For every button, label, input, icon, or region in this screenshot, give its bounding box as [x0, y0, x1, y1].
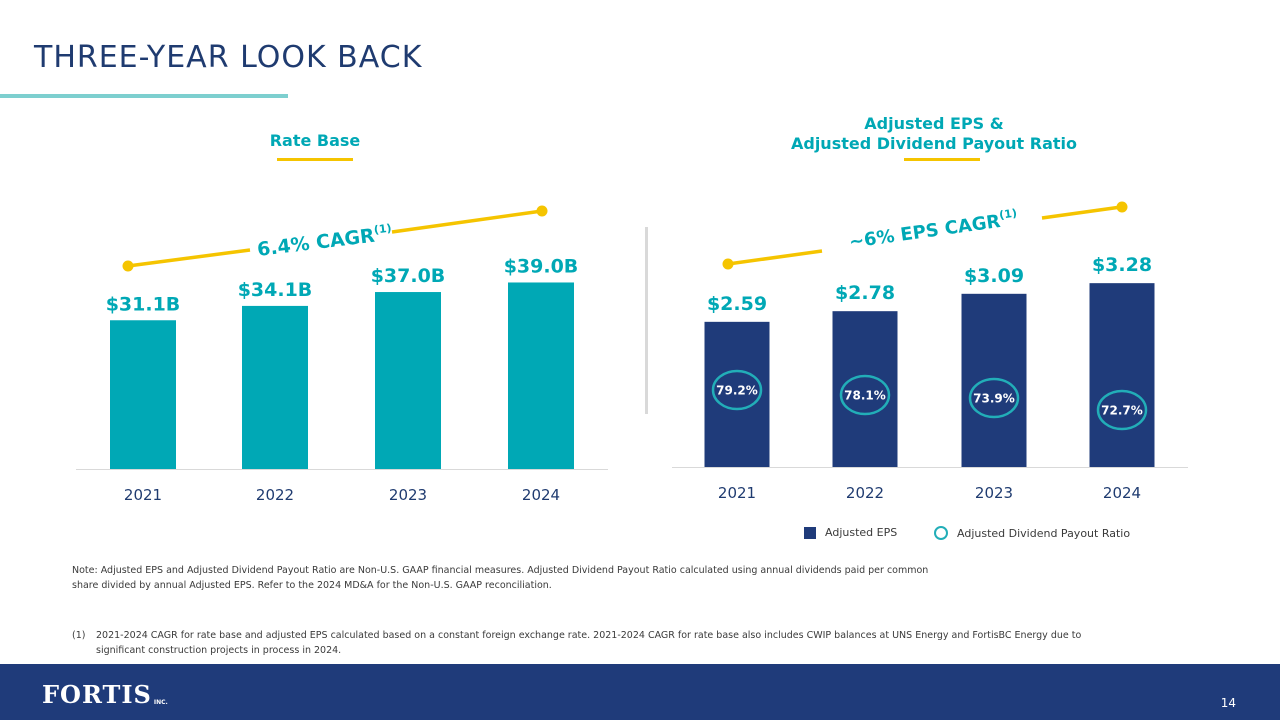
eps-cagr-line-left — [727, 249, 823, 266]
note-text: Note: Adjusted EPS and Adjusted Dividend… — [72, 565, 929, 591]
eps-title-underline — [904, 158, 980, 161]
rate-base-value-label: $34.1B — [238, 279, 313, 301]
legend-eps: Adjusted EPS — [804, 526, 897, 539]
rate-base-bar-2021 — [110, 320, 176, 469]
eps-tick-label: 2023 — [975, 484, 1013, 502]
rate-base-cagr-start-dot — [122, 260, 134, 272]
payout-ratio-ring — [839, 374, 891, 416]
legend-eps-swatch — [804, 526, 816, 539]
payout-ratio-label: 79.2% — [716, 384, 758, 398]
rate-base-value-label: $37.0B — [371, 265, 446, 287]
eps-value-label: $3.28 — [1092, 254, 1152, 276]
legend-eps-label: Adjusted EPS — [825, 526, 898, 539]
page-number: 14 — [1220, 696, 1236, 710]
rate-base-tick-label: 2022 — [256, 486, 294, 504]
rate-base-value-label: $31.1B — [106, 293, 181, 315]
payout-ratio-label: 72.7% — [1101, 404, 1143, 418]
chart-divider — [645, 227, 648, 414]
rate-base-title-underline — [277, 158, 353, 161]
payout-ratio-label: 73.9% — [973, 392, 1015, 406]
rate-base-bar-2024 — [508, 282, 574, 469]
eps-tick-label: 2021 — [718, 484, 756, 502]
rate-base-cagr-superscript: (1) — [373, 222, 392, 237]
eps-chart-title-line1: Adjusted EPS & — [864, 114, 1004, 133]
rate-base-cagr-label: 6.4% CAGR(1) — [256, 222, 394, 261]
legend-payout: Adjusted Dividend Payout Ratio — [934, 526, 1130, 540]
rate-base-cagr-line-left — [127, 248, 251, 268]
payout-ratio-ring — [1096, 389, 1148, 431]
eps-cagr-start-dot — [722, 258, 734, 270]
eps-cagr-superscript: (1) — [998, 206, 1017, 221]
eps-cagr-end-dot — [1116, 201, 1128, 213]
eps-chart-title: Adjusted EPS & Adjusted Dividend Payout … — [734, 114, 1134, 154]
footnote-text: 2021-2024 CAGR for rate base and adjuste… — [96, 630, 1082, 656]
rate-base-tick-label: 2024 — [522, 486, 560, 504]
eps-cagr-line-right — [1041, 205, 1122, 220]
eps-tick-label: 2022 — [846, 484, 884, 502]
eps-value-label: $2.78 — [835, 282, 895, 304]
logo-inc: INC. — [153, 699, 168, 706]
rate-base-bar-2023 — [375, 292, 441, 469]
title-rule — [0, 94, 288, 98]
eps-chart-title-line2: Adjusted Dividend Payout Ratio — [790, 134, 1078, 153]
eps-bar-2023 — [961, 293, 1027, 467]
footnote: (1) 2021-2024 CAGR for rate base and adj… — [72, 628, 1112, 658]
legend-payout-label: Adjusted Dividend Payout Ratio — [957, 526, 1131, 540]
legend-payout-ring — [934, 526, 948, 540]
eps-value-label: $2.59 — [707, 293, 767, 315]
footnote-mark: (1) — [72, 630, 86, 641]
eps-bar-2024 — [1089, 283, 1155, 467]
fortis-logo: FORTIS INC. — [42, 680, 168, 709]
eps-tick-label: 2024 — [1103, 484, 1141, 502]
payout-ratio-ring — [968, 377, 1020, 419]
rate-base-cagr-end-dot — [536, 205, 548, 217]
rate-base-tick-label: 2023 — [389, 486, 427, 504]
logo-text: FORTIS — [42, 680, 152, 709]
rate-base-value-label: $39.0B — [504, 255, 579, 277]
eps-cagr-label: ~6% EPS CAGR(1) — [847, 206, 1019, 252]
page-title: THREE-YEAR LOOK BACK — [34, 40, 423, 75]
rate-base-title: Rate Base — [269, 131, 361, 150]
footer-bar — [0, 664, 1280, 720]
rate-base-tick-label: 2021 — [124, 486, 162, 504]
eps-value-label: $3.09 — [964, 265, 1024, 287]
rate-base-bar-2022 — [242, 305, 308, 469]
eps-bar-2021 — [704, 321, 770, 467]
rate-base-cagr-line-right — [391, 209, 543, 234]
payout-ratio-ring — [711, 369, 763, 411]
payout-ratio-label: 78.1% — [844, 389, 886, 403]
